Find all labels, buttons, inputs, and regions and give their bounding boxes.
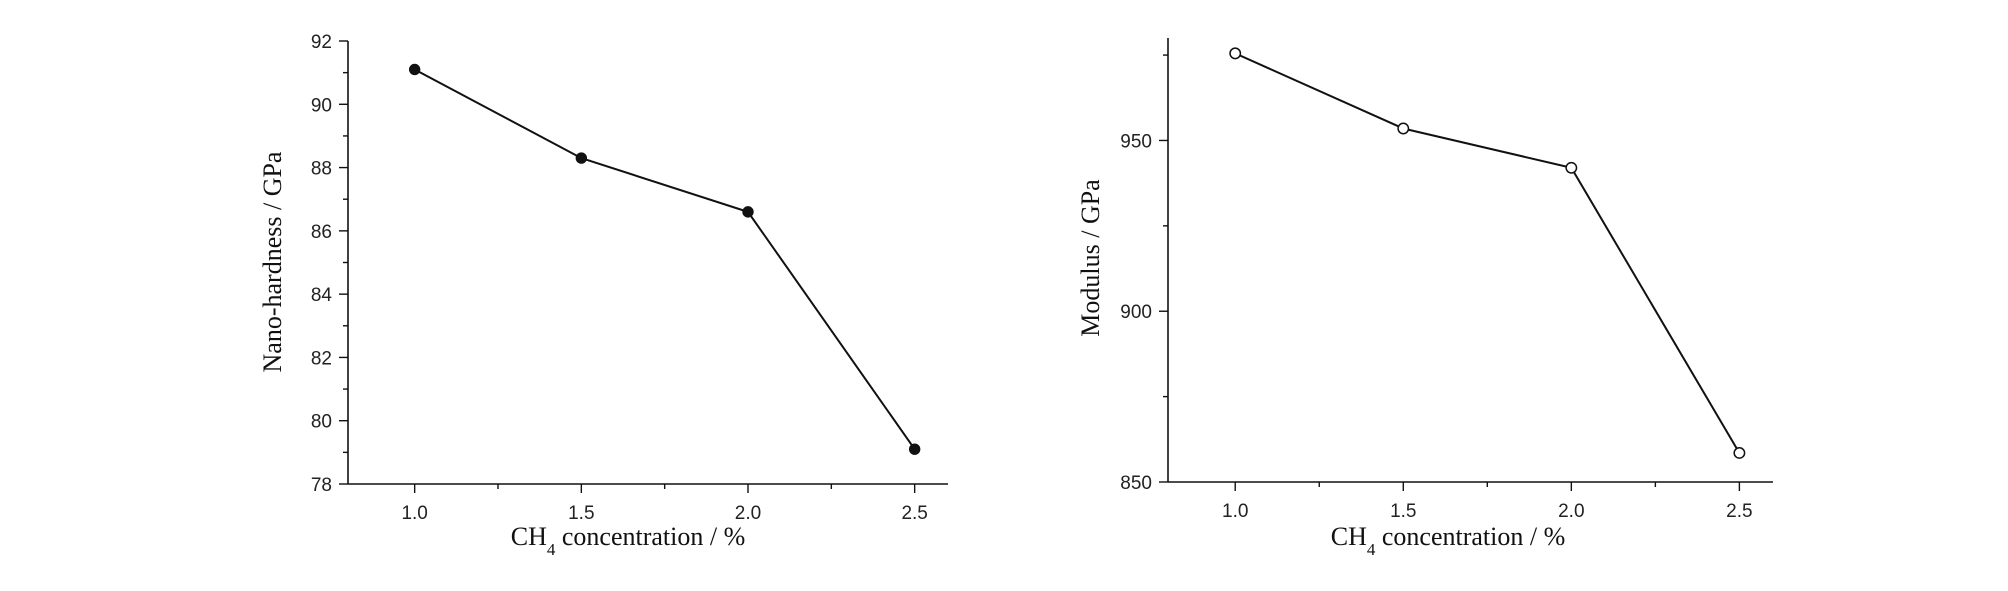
x-tick-label: 1.0: [401, 503, 427, 524]
y-tick-label: 86: [311, 222, 332, 243]
y-tick-label: 90: [311, 95, 332, 116]
data-point: [408, 63, 421, 76]
data-point: [1397, 122, 1410, 135]
data-point: [1565, 161, 1578, 174]
y-tick-label: 84: [311, 285, 333, 306]
y-tick-label: 78: [311, 475, 332, 496]
series-line: [414, 68, 916, 450]
data-point: [1733, 447, 1746, 459]
y-axis-title: Nano-hardness / GPa: [258, 151, 287, 372]
x-tick-label: 2.5: [901, 503, 927, 524]
data-point: [1229, 47, 1242, 60]
x-tick-label: 1.0: [1222, 501, 1248, 522]
series-line: [1234, 52, 1741, 454]
data-point: [742, 206, 754, 218]
y-tick-label: 82: [311, 348, 332, 369]
y-tick-label: 900: [1120, 302, 1152, 323]
data-point: [908, 443, 921, 455]
x-axis-title: CH4 concentration / %: [1331, 522, 1566, 559]
x-tick-label: 2.0: [735, 503, 761, 524]
modulus-chart: 1.0 1.5 2.0 2.5 850 900 950 Modulus / GPa CH4 co…: [1076, 38, 1773, 559]
x-tick-label: 1.5: [1390, 501, 1416, 522]
y-axis-title: Modulus / GPa: [1076, 179, 1105, 337]
y-tick-label: 92: [311, 32, 332, 53]
x-tick-label: 1.5: [568, 503, 594, 524]
y-tick-label: 80: [311, 412, 332, 433]
data-point: [575, 152, 588, 164]
x-tick-label: 2.0: [1558, 501, 1584, 522]
y-tick-label: 88: [311, 159, 332, 180]
nano-hardness-chart: 1.0 1.5 2.0 2.5 78 80 82 84 86 88 90 92 Nano-hardnes…: [258, 32, 948, 559]
x-tick-label: 2.5: [1726, 501, 1752, 522]
y-tick-label: 850: [1120, 473, 1152, 494]
y-tick-label: 950: [1120, 131, 1152, 152]
x-axis-title: CH4 concentration / %: [511, 522, 746, 559]
